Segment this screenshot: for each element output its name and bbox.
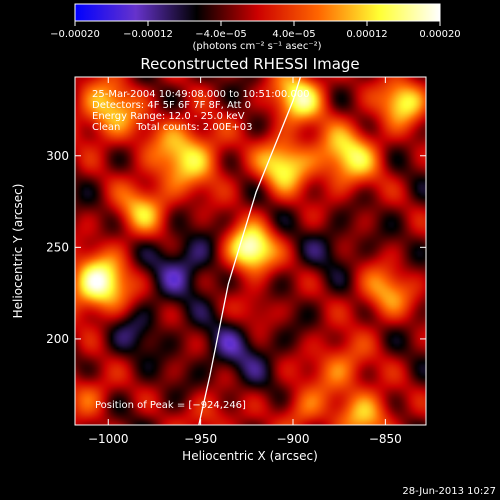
x-tick-label: −900 (277, 432, 310, 446)
colorbar-tick-label: −4.0e−05 (195, 29, 247, 40)
x-axis-label: Heliocentric X (arcsec) (182, 449, 318, 463)
colorbar (74, 3, 441, 22)
footer-date: 28-Jun-2013 10:27 (402, 486, 496, 497)
chart-title: Reconstructed RHESSI Image (140, 55, 359, 73)
info-line-detectors: Detectors: 4F 5F 6F 7F 8F, Att 0 (92, 100, 251, 111)
colorbar-unit-label: (photons cm⁻² s⁻¹ asec⁻²) (192, 41, 321, 52)
colorbar-tick-label: 0.00012 (346, 29, 387, 40)
peak-position-label: Position of Peak = [−924,246] (95, 400, 246, 411)
info-line-clean: Clean Total counts: 2.00E+03 (92, 122, 252, 133)
info-line-time: 25-Mar-2004 10:49:08.000 to 10:51:00.000 (92, 89, 310, 100)
y-tick-label: 300 (46, 149, 69, 163)
colorbar-tick-label: 0.00020 (419, 29, 460, 40)
colorbar-ticks: −0.00020 −0.00012 −4.0e−05 4.0e−05 0.00012 0.… (50, 21, 461, 40)
colorbar-tick-label: −0.00020 (50, 29, 100, 40)
y-tick-label: 200 (46, 332, 69, 346)
solar-limb-line (198, 77, 302, 425)
x-tick-label: −1000 (88, 432, 129, 446)
y-axis-label: Heliocentric Y (arcsec) (11, 184, 25, 319)
plot-frame (74, 76, 427, 426)
x-axis-ticks: −1000 −950 −900 −850 (88, 77, 402, 446)
info-block: 25-Mar-2004 10:49:08.000 to 10:51:00.000… (92, 89, 310, 133)
colorbar-tick-label: 4.0e−05 (272, 29, 315, 40)
heatmap-image (75, 77, 426, 425)
y-tick-label: 250 (46, 240, 69, 254)
colorbar-tick-label: −0.00012 (123, 29, 173, 40)
x-tick-label: −950 (184, 432, 217, 446)
x-tick-label: −850 (369, 432, 402, 446)
info-line-energy: Energy Range: 12.0 - 25.0 keV (92, 111, 245, 122)
y-axis-ticks: 200 250 300 (46, 149, 426, 346)
